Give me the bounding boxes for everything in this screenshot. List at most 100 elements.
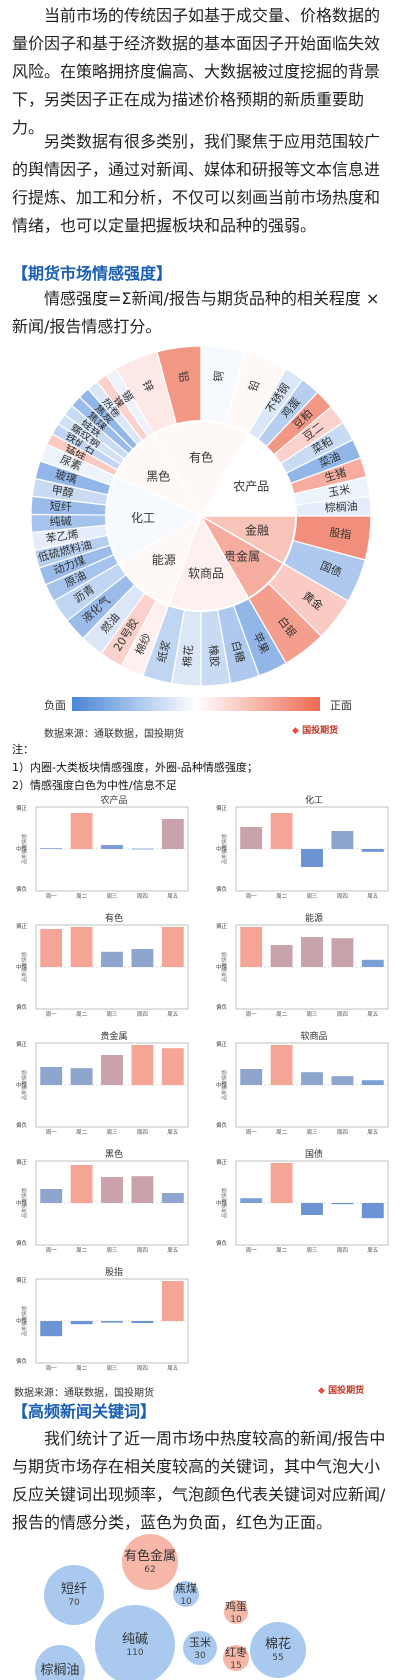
bubble-count: 110 bbox=[126, 1648, 143, 1658]
bar-axis-label: 中性 bbox=[216, 963, 228, 971]
sentiment-sunburst-chart: 锌铝 铜铅 不锈钢鸡蛋豆粕豆二菜粕菜油生猪玉米棕榈油股指国债黄金白银苹果白糖橡胶棉花… bbox=[30, 345, 372, 687]
bar-axis-label: 偏负 bbox=[16, 1357, 28, 1365]
bar-category-label: 周二 bbox=[76, 1129, 88, 1136]
bar-axis-label: 中性 bbox=[216, 1199, 228, 1207]
bar bbox=[161, 1048, 184, 1085]
bar-axis-label: 中性 bbox=[16, 1317, 28, 1325]
bar bbox=[301, 1203, 323, 1215]
bar-category-label: 周五 bbox=[367, 1011, 379, 1018]
bar-category-label: 周二 bbox=[276, 1247, 288, 1254]
bar-category-label: 周一 bbox=[46, 1011, 58, 1018]
inner-label: 黑色 bbox=[146, 469, 170, 483]
bar bbox=[40, 929, 63, 967]
bar bbox=[40, 1321, 63, 1337]
outer-label: 铜 bbox=[211, 370, 226, 383]
inner-label: 贵金属 bbox=[224, 549, 260, 564]
bar-category-label: 周三 bbox=[306, 893, 318, 900]
outer-label: 苯乙烯 bbox=[45, 527, 80, 546]
bar-category-label: 周五 bbox=[167, 1247, 179, 1254]
bar-category-label: 周五 bbox=[367, 1247, 379, 1254]
keyword-bubble bbox=[183, 1631, 217, 1665]
bar bbox=[101, 1321, 123, 1323]
bar bbox=[70, 1321, 93, 1325]
bar bbox=[361, 849, 384, 852]
bar-category-label: 周三 bbox=[306, 1011, 318, 1018]
outer-label: 棉花 bbox=[180, 644, 196, 667]
bar-category-label: 周五 bbox=[167, 1365, 179, 1372]
bubble-label: 焦煤 bbox=[175, 1582, 197, 1595]
bar bbox=[361, 959, 384, 967]
sunburst-source: 数据来源：通联数据，国投期货 bbox=[44, 729, 184, 740]
bar bbox=[70, 927, 93, 967]
bar bbox=[270, 1163, 293, 1203]
outer-label: 棕榈油 bbox=[324, 499, 358, 515]
logo: ◆ 国投期货 bbox=[292, 726, 339, 736]
bubble-count: 62 bbox=[144, 1565, 155, 1575]
bar-ylabel: 品类强度情感 bbox=[221, 1188, 228, 1218]
bar-category-label: 周一 bbox=[46, 1365, 58, 1372]
bar-axis-label: 偏负 bbox=[16, 1003, 28, 1011]
bar bbox=[101, 1177, 123, 1203]
bar bbox=[361, 1080, 384, 1085]
legend-positive-label: 正面 bbox=[330, 699, 352, 712]
intro-paragraph-2: 另类数据有很多类别，我们聚焦于应用范围较广的舆情因子，通过对新闻、媒体和研报等文… bbox=[12, 132, 381, 235]
inner-label: 化工 bbox=[131, 511, 155, 525]
bar bbox=[131, 949, 154, 967]
bubble-label: 鸡蛋 bbox=[225, 1599, 247, 1613]
bar bbox=[331, 1076, 354, 1085]
bar-category-label: 周二 bbox=[276, 1129, 288, 1136]
bar-category-label: 周四 bbox=[337, 1247, 348, 1254]
bubble-label: 短纤 bbox=[61, 1582, 87, 1597]
bar-category-label: 周一 bbox=[46, 893, 58, 900]
bar-axis-label: 偏负 bbox=[216, 1239, 228, 1247]
outer-label: 纯碱 bbox=[49, 515, 72, 529]
note-2: 2）情感强度白色为中性/信息不足 bbox=[12, 779, 177, 792]
legend-gradient-bar bbox=[72, 697, 320, 711]
bubble-label: 棕榈油 bbox=[40, 1663, 79, 1678]
bar-category-label: 周一 bbox=[246, 1011, 258, 1018]
bar-category-label: 周四 bbox=[137, 893, 148, 900]
keyword-bubble bbox=[122, 1534, 178, 1590]
bar-ylabel: 品类强度情感 bbox=[21, 1070, 28, 1100]
bar-category-label: 周五 bbox=[367, 893, 379, 900]
note-1: 1）内圈-大类板块情感强度，外圈-品种情感强度； bbox=[12, 761, 258, 774]
inner-label: 农产品 bbox=[233, 480, 269, 494]
bar-axis-label: 中性 bbox=[216, 845, 228, 853]
outer-label: 玉米 bbox=[327, 483, 351, 500]
keyword-bubble bbox=[95, 1605, 175, 1680]
inner-label: 有色 bbox=[189, 451, 213, 465]
bar bbox=[301, 1072, 323, 1085]
outer-label: 白糖 bbox=[229, 639, 248, 664]
bar-axis-label: 中性 bbox=[16, 845, 28, 853]
outer-label: 短纤 bbox=[49, 498, 72, 513]
bar-category-label: 周二 bbox=[76, 1365, 88, 1372]
bar-chart-title: 化工 bbox=[305, 795, 323, 806]
bar-axis-label: 偏正 bbox=[216, 1158, 228, 1166]
bar bbox=[270, 813, 293, 849]
bar bbox=[40, 848, 63, 849]
keyword-bubble bbox=[173, 1581, 199, 1607]
bar-category-label: 周三 bbox=[106, 1247, 118, 1254]
bar-axis-label: 中性 bbox=[16, 963, 28, 971]
bar-category-label: 周二 bbox=[76, 1247, 88, 1254]
bar bbox=[331, 1203, 354, 1205]
outer-label: 纸浆 bbox=[154, 639, 173, 664]
bar bbox=[101, 1055, 123, 1085]
bar-category-label: 周四 bbox=[137, 1247, 148, 1254]
bar bbox=[40, 1067, 63, 1085]
bar-category-label: 周二 bbox=[276, 1011, 288, 1018]
bar bbox=[131, 1045, 154, 1085]
bubble-label: 红枣 bbox=[225, 1646, 247, 1659]
bar bbox=[331, 938, 354, 967]
bar bbox=[131, 1176, 154, 1203]
bar-category-label: 周二 bbox=[76, 1011, 88, 1018]
bar-axis-label: 偏负 bbox=[216, 1121, 228, 1129]
keyword-bubble bbox=[44, 1565, 104, 1625]
bar bbox=[40, 1189, 63, 1203]
note-head: 注： bbox=[12, 743, 34, 756]
